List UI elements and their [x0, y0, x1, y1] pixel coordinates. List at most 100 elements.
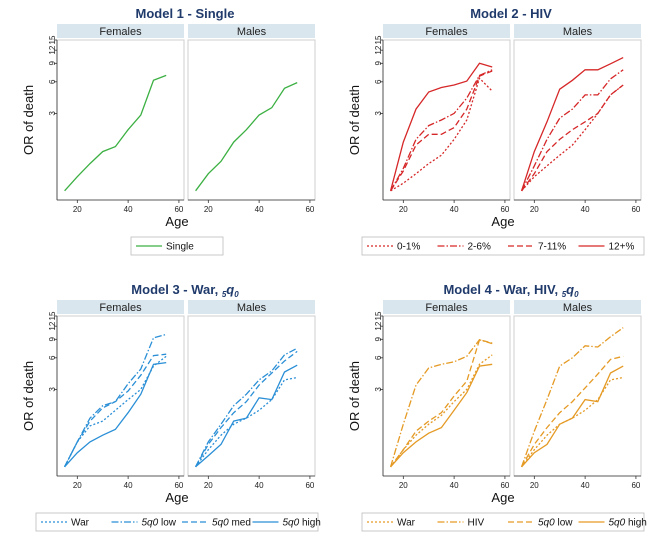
series-line-12--females — [389, 62, 493, 191]
panel-frame — [382, 39, 511, 201]
legend: War HIV 5q0 low 5q0 high — [361, 512, 647, 532]
y-tick-label: 3 — [374, 387, 383, 392]
x-tick-label: 20 — [73, 205, 82, 214]
y-tick-label: 6 — [48, 79, 57, 84]
x-tick-label: 20 — [204, 205, 213, 214]
y-tick-label: 9 — [48, 337, 57, 342]
x-tick-label: 60 — [174, 481, 183, 490]
y-tick-label: 6 — [374, 355, 383, 360]
y-tick-label: 12 — [374, 45, 383, 54]
panel-strip — [514, 24, 641, 38]
x-tick-label: 60 — [305, 481, 314, 490]
y-axis-label: OR of death — [21, 85, 36, 155]
legend-label: Single — [166, 242, 194, 253]
x-tick-label: 20 — [73, 481, 82, 490]
panel-strip — [514, 300, 641, 314]
panel-strip — [188, 24, 315, 38]
legend-label: 7-11% — [538, 242, 566, 253]
x-axis-label: Age — [165, 214, 188, 229]
panel-strip — [383, 24, 510, 38]
x-axis-label: Age — [491, 214, 514, 229]
series-line-5q0-low-females — [390, 339, 493, 468]
legend-box — [130, 236, 224, 256]
x-tick-label: 20 — [204, 481, 213, 490]
series-line-hiv-males — [520, 327, 624, 468]
legend-label: 5q0 low — [142, 518, 177, 529]
series-line-5q0-low-females — [64, 333, 167, 468]
x-axis-label: Age — [165, 490, 188, 505]
panel-frame — [56, 315, 185, 477]
legend-label: 5q0 low — [538, 518, 573, 529]
legend-label: War — [397, 518, 416, 529]
legend-label: 5q0 high — [609, 518, 647, 529]
x-tick-label: 40 — [255, 481, 264, 490]
series-line-5q0-low-males — [521, 355, 624, 468]
legend-label: 2-6% — [468, 242, 491, 253]
panel-label: Males — [563, 302, 593, 314]
x-tick-label: 40 — [124, 205, 133, 214]
x-tick-label: 40 — [581, 205, 590, 214]
y-tick-label: 15 — [374, 311, 383, 320]
panel-strip — [383, 300, 510, 314]
series-line-5q0-high-males — [195, 364, 298, 468]
y-tick-label: 6 — [374, 79, 383, 84]
x-tick-label: 60 — [631, 481, 640, 490]
x-tick-label: 20 — [399, 481, 408, 490]
series-line-5q0-med-females — [64, 353, 167, 468]
panel-label: Females — [99, 302, 142, 314]
legend-label: 0-1% — [397, 242, 420, 253]
y-tick-label: 3 — [48, 111, 57, 116]
series-line-5q0-med-males — [195, 350, 298, 468]
y-axis-label: OR of death — [347, 85, 362, 155]
legend-box — [361, 512, 645, 532]
panel-label: Males — [237, 26, 267, 38]
x-tick-label: 40 — [450, 205, 459, 214]
legend-label: War — [71, 518, 90, 529]
y-axis-label: OR of death — [21, 361, 36, 431]
series-line-7-11--females — [390, 70, 493, 192]
panel-strip — [57, 24, 184, 38]
series-line-0-1--females — [390, 76, 493, 192]
y-tick-label: 12 — [48, 321, 57, 330]
legend: War 5q0 low 5q0 med 5q0 high — [35, 512, 321, 532]
legend-label: HIV — [468, 518, 485, 529]
series-line-single-males — [195, 82, 298, 192]
x-tick-label: 60 — [174, 205, 183, 214]
legend-label: 12+% — [609, 242, 635, 253]
chart-title: Model 1 - Single — [136, 6, 235, 21]
legend-label: 5q0 med — [212, 518, 251, 529]
legend-label: 5q0 high — [283, 518, 321, 529]
y-tick-label: 15 — [374, 35, 383, 44]
chart-model-3: Model 3 - War, 5q0 OR of death Age Females 2… — [21, 282, 321, 532]
y-tick-label: 6 — [48, 355, 57, 360]
y-tick-label: 9 — [374, 337, 383, 342]
chart-model-1: Model 1 - Single OR of death Age Females 20 4… — [21, 6, 316, 256]
x-tick-label: 40 — [124, 481, 133, 490]
series-line-war-females — [390, 354, 493, 468]
series-line-2-6--males — [521, 69, 624, 192]
panel-label: Females — [425, 26, 468, 38]
x-tick-label: 40 — [450, 481, 459, 490]
series-line-war-males — [521, 376, 624, 468]
series-line-2-6--females — [390, 69, 493, 192]
y-tick-label: 9 — [374, 61, 383, 66]
x-tick-label: 60 — [500, 481, 509, 490]
chart-title: Model 2 - HIV — [470, 6, 552, 21]
x-tick-label: 20 — [530, 205, 539, 214]
legend: 0-1% 2-6% 7-11% 12+% — [361, 236, 645, 256]
panel-strip — [188, 300, 315, 314]
y-axis-label: OR of death — [347, 361, 362, 431]
x-tick-label: 20 — [399, 205, 408, 214]
series-line-single-females — [64, 74, 167, 192]
legend-box — [361, 236, 645, 256]
series-line-7-11--males — [521, 84, 624, 192]
y-tick-label: 15 — [48, 35, 57, 44]
panel-label: Females — [425, 302, 468, 314]
panel-label: Males — [563, 26, 593, 38]
title-math: 5q0 — [222, 282, 239, 299]
y-tick-label: 15 — [48, 311, 57, 320]
x-tick-label: 60 — [500, 205, 509, 214]
series-line-12--males — [520, 57, 624, 192]
